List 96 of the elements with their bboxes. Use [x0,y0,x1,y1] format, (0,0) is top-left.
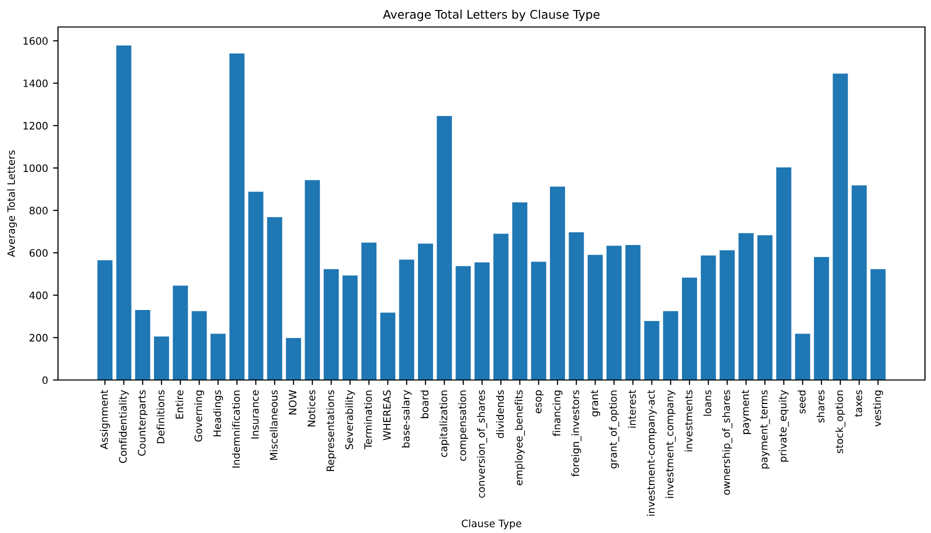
x-tick-label: ownership_of_shares [722,390,732,495]
bar [135,310,150,380]
x-tick-label: NOW [288,390,296,414]
bar [399,260,414,380]
y-tick-label: 0 [42,376,48,384]
bar [172,286,188,380]
y-axis-title: Average Total Letters [7,150,17,257]
x-tick-label: investments [684,390,692,452]
y-tick-label: 800 [30,206,48,214]
x-tick-label: Representations [326,390,336,472]
x-tick-label: Severability [345,390,355,450]
x-tick-label: Insurance [251,390,259,438]
y-tick-label: 200 [30,334,48,342]
bar [795,334,810,380]
x-tick-label: grant [590,390,600,416]
x-tick-label: seed [798,390,806,414]
bar [342,275,358,380]
x-tick-label: interest [628,390,636,428]
x-tick-label: Assignment [100,390,110,450]
bar [456,266,471,380]
bar [776,167,792,380]
bar [116,45,132,380]
y-tick-label: 1400 [24,80,48,88]
x-tick-label: Indemnification [232,390,240,468]
x-tick-label: stock_option [835,390,846,454]
bar [720,250,735,380]
x-tick-label: Miscellaneous [270,390,278,460]
x-tick-label: financing [552,390,562,436]
bar [286,338,302,380]
bar [474,262,490,380]
x-tick-label: Governing [194,390,204,442]
x-tick-label: dividends [496,390,504,438]
bar [682,278,698,380]
x-tick-label: Termination [364,390,372,450]
y-tick-label: 600 [30,249,48,257]
x-tick-label: Headings [213,390,223,436]
bar [606,246,622,380]
x-tick-label: grant_of_option [609,390,620,468]
bar [644,321,660,380]
bar [361,242,376,380]
bar [229,54,244,380]
x-tick-label: Definitions [156,390,164,444]
bar [625,244,640,380]
bar [418,244,434,380]
y-tick-label: 1000 [24,164,48,172]
chart-title: Average Total Letters by Clause Type [382,10,600,22]
bar [512,202,528,380]
x-tick-label: employee_benefits [514,390,525,486]
x-tick-label: conversion_of_shares [477,390,488,498]
bar [531,262,546,380]
bar [814,257,830,380]
bar [757,235,772,380]
y-tick-label: 1200 [24,122,48,130]
x-tick-label: investment-company-act [646,390,657,516]
x-tick-label: Confidentiality [118,390,129,463]
bar [493,234,508,380]
bar [210,334,226,380]
bar [97,260,112,380]
x-tick-label: base-salary [402,390,412,448]
x-tick-label: board [420,390,428,418]
y-tick-label: 400 [29,292,48,300]
bar [700,256,716,380]
x-tick-label: Notices [307,390,316,426]
bar [304,180,320,380]
x-axis-title: Clause Type [462,519,522,530]
x-tick-label: foreign_investors [571,390,582,477]
x-tick-label: WHEREAS [383,390,391,440]
x-tick-label: private_equity [778,390,789,462]
x-tick-label: shares [816,390,824,423]
bar [663,311,678,380]
bar [568,232,584,380]
x-tick-label: investment_company [666,390,676,498]
bar [870,269,886,380]
x-tick-label: payment_terms [760,390,770,468]
x-tick-label: taxes [854,390,862,417]
bar [248,192,264,380]
y-tick-label: 1600 [24,37,48,45]
bar [852,185,867,380]
bar [436,116,452,380]
x-tick-label: loans [703,390,712,416]
bar [267,217,282,380]
bar [154,336,170,380]
bar [380,312,396,380]
bar [550,186,566,380]
x-tick-label: Entire [175,390,184,419]
bar [324,269,339,380]
bar [832,74,848,380]
bar [192,311,207,380]
x-tick-label: payment [742,390,751,434]
x-tick-label: Counterparts [138,390,148,456]
bar [738,233,754,380]
x-tick-label: esop [536,390,544,414]
bar [588,254,603,380]
x-tick-label: vesting [873,390,883,427]
x-tick-label: compensation [458,390,468,461]
x-tick-label: capitalization [439,390,450,457]
